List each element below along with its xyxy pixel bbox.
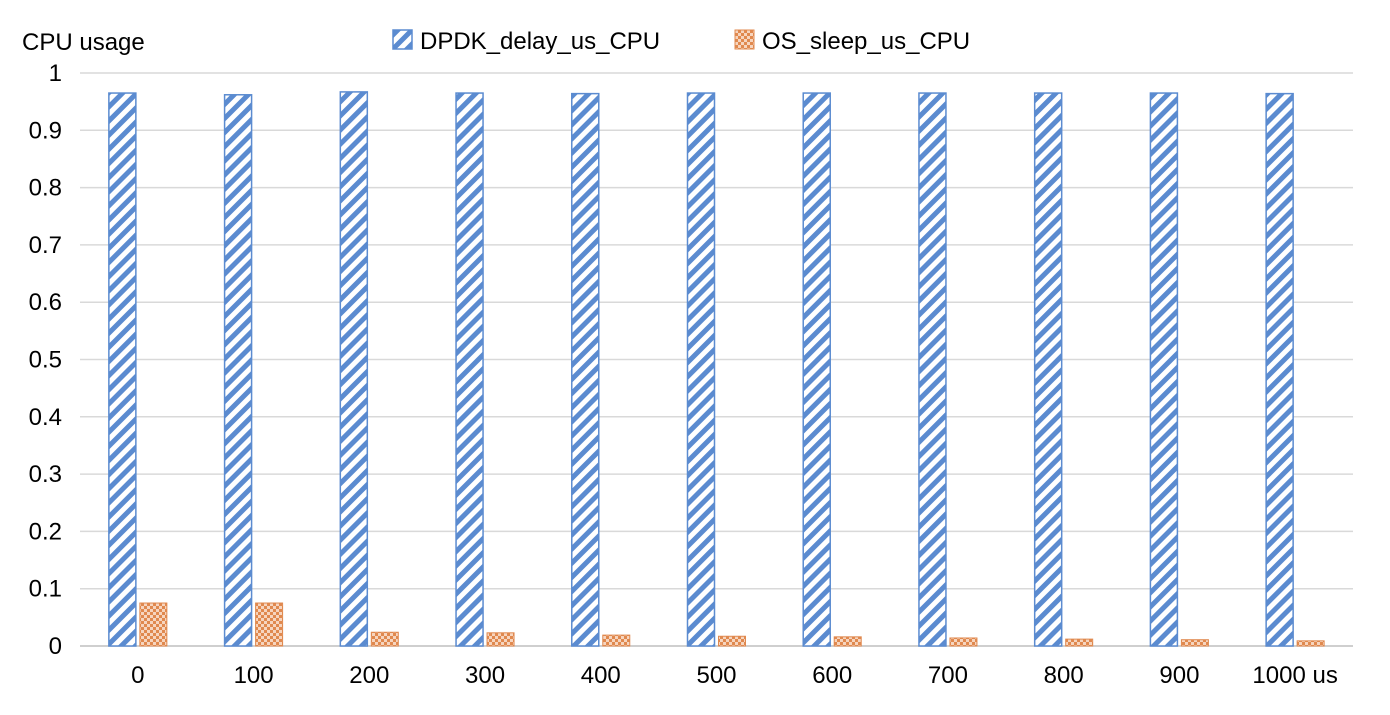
x-tick-label: 400 bbox=[581, 662, 621, 689]
bar-os bbox=[602, 634, 631, 647]
bar-os bbox=[1296, 640, 1325, 647]
x-tick-label: 500 bbox=[696, 662, 736, 689]
y-axis-label: CPU usage bbox=[22, 29, 145, 56]
y-tick-label: 0.1 bbox=[29, 576, 62, 603]
bars bbox=[108, 91, 1325, 647]
bar-dpdk bbox=[1033, 92, 1063, 647]
y-tick-label: 0.5 bbox=[29, 347, 62, 374]
x-tick-label: 900 bbox=[1159, 662, 1199, 689]
bar-os bbox=[139, 602, 168, 647]
bar-dpdk bbox=[223, 94, 253, 647]
bar-os bbox=[1180, 639, 1209, 647]
bar-dpdk bbox=[108, 92, 137, 647]
bar-dpdk bbox=[918, 92, 947, 647]
y-tick-label: 0.6 bbox=[29, 289, 62, 316]
bar-dpdk bbox=[802, 92, 831, 647]
legend: DPDK_delay_us_CPU OS_sleep_us_CPU bbox=[392, 28, 970, 55]
y-tick-label: 0.8 bbox=[29, 175, 62, 202]
x-tick-label: 100 bbox=[234, 662, 274, 689]
bar-os bbox=[833, 636, 862, 647]
legend-swatch-dpdk bbox=[392, 29, 413, 50]
x-tick-label: 600 bbox=[812, 662, 852, 689]
y-tick-label: 0.2 bbox=[29, 518, 62, 545]
bar-os bbox=[255, 602, 284, 647]
bar-dpdk bbox=[1149, 92, 1179, 647]
y-tick-label: 0.7 bbox=[29, 232, 62, 259]
bar-os bbox=[370, 631, 399, 647]
bar-dpdk bbox=[571, 92, 600, 647]
x-tick-label: 0 bbox=[131, 662, 144, 689]
y-tick-label: 0.3 bbox=[29, 461, 62, 488]
x-tick-label: 200 bbox=[349, 662, 389, 689]
legend-label-dpdk: DPDK_delay_us_CPU bbox=[420, 28, 660, 55]
x-tick-label: 300 bbox=[465, 662, 505, 689]
bar-os bbox=[1065, 638, 1094, 647]
bar-dpdk bbox=[1265, 92, 1294, 647]
y-tick-label: 0.4 bbox=[29, 404, 62, 431]
legend-item-dpdk: DPDK_delay_us_CPU bbox=[392, 28, 660, 55]
legend-item-os: OS_sleep_us_CPU bbox=[734, 28, 970, 55]
y-tick-label: 0.9 bbox=[29, 117, 62, 144]
x-tick-labels: 0 100 200 300 400 500 600 700 800 900 1000 us bbox=[131, 662, 1338, 689]
bar-os bbox=[718, 635, 746, 647]
bar-dpdk bbox=[686, 92, 716, 647]
x-tick-label: 1000 us bbox=[1252, 662, 1337, 689]
x-tick-label: 700 bbox=[928, 662, 968, 689]
gridlines bbox=[80, 72, 1353, 647]
bar-os bbox=[486, 632, 515, 647]
y-tick-label: 1 bbox=[49, 60, 62, 87]
y-tick-label: 0 bbox=[49, 633, 62, 660]
legend-swatch-os bbox=[734, 29, 755, 50]
bar-dpdk bbox=[339, 91, 369, 647]
bar-os bbox=[949, 637, 978, 647]
y-tick-labels: 0 0.1 0.2 0.3 0.4 0.5 0.6 0.7 0.8 0.9 1 bbox=[29, 60, 62, 660]
bar-dpdk bbox=[455, 92, 484, 647]
legend-label-os: OS_sleep_us_CPU bbox=[762, 28, 970, 55]
x-tick-label: 800 bbox=[1044, 662, 1084, 689]
